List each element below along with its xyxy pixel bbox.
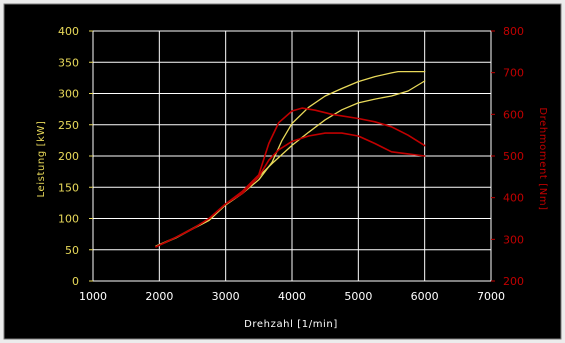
x-tick-label: 1000 [79, 290, 107, 303]
tick-labels: 1000 2000 3000 4000 5000 6000 7000 0 50 100 150 200… [58, 25, 524, 303]
y-left-tick-label: 150 [58, 181, 79, 194]
y-right-tick-label: 800 [503, 25, 524, 38]
y-right-axis-label: Drehmoment [Nm] [537, 107, 548, 210]
y-left-tick-label: 100 [58, 213, 79, 226]
x-tick-label: 4000 [278, 290, 306, 303]
series-layer [155, 70, 426, 248]
x-tick-label: 7000 [477, 290, 505, 303]
y-right-tick-label: 600 [503, 108, 524, 121]
power-curve-2 [155, 80, 426, 248]
x-tick-label: 6000 [411, 290, 439, 303]
y-left-tick-label: 50 [65, 244, 79, 257]
x-axis-label: Drehzahl [1/min] [244, 319, 338, 330]
y-left-tick-label: 0 [72, 275, 79, 288]
y-right-tick-label: 300 [503, 233, 524, 246]
x-tick-label: 5000 [344, 290, 372, 303]
y-left-tick-label: 300 [58, 88, 79, 101]
y-left-tick-label: 350 [58, 56, 79, 69]
chart-background [3, 3, 562, 340]
y-right-tick-label: 700 [503, 67, 524, 80]
y-right-tick-label: 400 [503, 192, 524, 205]
y-left-tick-label: 400 [58, 25, 79, 38]
x-tick-label: 3000 [212, 290, 240, 303]
y-right-tick-label: 200 [503, 275, 524, 288]
x-tick-label: 2000 [145, 290, 173, 303]
y-left-tick-label: 200 [58, 150, 79, 163]
y-left-tick-label: 250 [58, 119, 79, 132]
y-right-tick-label: 500 [503, 150, 524, 163]
torque-curve-4 [155, 132, 426, 248]
y-left-axis-label: Leistung [kW] [36, 121, 47, 198]
